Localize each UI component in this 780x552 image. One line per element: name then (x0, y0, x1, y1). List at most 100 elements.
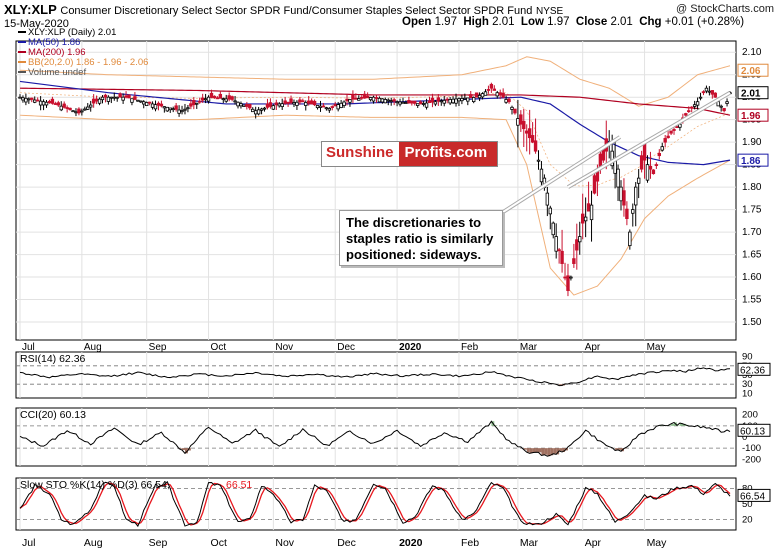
y-tick-label: 10 (742, 388, 753, 399)
sto-legend-k: Slow STO %K(14) %D(3) 66.54, (20, 479, 170, 491)
oversold-fill (187, 448, 191, 451)
note-pointer-inner (499, 136, 621, 215)
candle-body (466, 97, 470, 102)
candle-body (139, 100, 143, 103)
candle-body (342, 101, 346, 106)
candle-body (572, 258, 576, 264)
overbought-fill (679, 423, 683, 426)
candle-body (130, 98, 134, 103)
candle-body (21, 97, 25, 101)
candle-body (209, 92, 214, 98)
candle-body (533, 140, 538, 152)
candle-body (522, 120, 526, 130)
indicator-value-box (737, 488, 771, 502)
candle-body (501, 92, 505, 98)
candle-body (224, 98, 228, 102)
candle-body (418, 101, 423, 105)
candle-body (386, 99, 390, 102)
candle-body (536, 159, 541, 162)
candle-body (248, 104, 252, 109)
y-tick-label: 30 (742, 379, 753, 390)
description: Consumer Discretionary Select Sector SPD… (60, 5, 533, 17)
candle-body (156, 102, 161, 106)
candle-body (380, 98, 385, 103)
candle-body (692, 104, 697, 107)
oversold-fill (553, 448, 557, 454)
sunshine-profits-logo: Sunshine Profits.com (321, 141, 499, 167)
candle-body (174, 105, 178, 110)
candle-body (47, 100, 52, 104)
candle-body (430, 97, 435, 103)
title-line: XLY:XLP Consumer Discretionary Select Se… (4, 2, 563, 17)
x-tick-label-bottom: Dec (337, 537, 356, 549)
candle-body (35, 99, 40, 102)
x-tick-label-bottom: Feb (461, 537, 479, 549)
candle-body (560, 250, 564, 264)
candle-body (307, 100, 311, 104)
indicator-value: 62.36 (740, 365, 765, 376)
legend-entry: BB(20,2.0) 1.86 - 1.96 - 2.06 (28, 57, 148, 68)
candle-body (557, 249, 561, 252)
candle-body (309, 100, 314, 105)
candle-body (265, 103, 270, 108)
candle-body (586, 203, 591, 212)
candle-body (410, 100, 414, 104)
oversold-fill (559, 384, 563, 386)
x-tick-label: Mar (520, 342, 538, 353)
x-tick-label-bottom: Sep (149, 537, 168, 549)
candle-body (460, 98, 464, 102)
candle-body (301, 100, 305, 103)
cci-line (19, 420, 731, 457)
oversold-fill (182, 448, 185, 451)
x-tick-label-bottom: Nov (275, 537, 294, 549)
price-label: 1.96 (741, 111, 761, 122)
candle-body (115, 96, 119, 99)
candle-body (660, 146, 664, 151)
candle-body (427, 100, 432, 103)
candle-body (251, 108, 255, 113)
candle-body (569, 276, 573, 279)
candle-body (436, 97, 441, 102)
candle-body (124, 95, 128, 98)
candle-body (348, 99, 352, 103)
candle-body (298, 99, 302, 103)
candle-body (404, 102, 408, 104)
candle-body (289, 98, 293, 104)
candle-body (530, 135, 535, 143)
candle-body (666, 135, 670, 139)
candle-body (698, 96, 703, 99)
x-tick-label: Aug (84, 342, 102, 353)
candle-body (545, 192, 550, 206)
candle-body (636, 177, 641, 184)
y-tick-label: 0 (742, 432, 747, 443)
candle-body (710, 90, 715, 95)
candle-body (690, 106, 694, 109)
oversold-fill (556, 448, 560, 455)
candle-body (239, 103, 243, 107)
candle-body (424, 102, 429, 108)
candle-body (442, 99, 446, 104)
candle-body (672, 129, 676, 131)
x-tick-label: Apr (585, 342, 601, 353)
candle-body (439, 100, 443, 103)
price-label-box (737, 63, 769, 77)
y-tick-label: 200 (742, 410, 758, 421)
candle-body (253, 110, 258, 115)
candle-body (371, 96, 376, 102)
candle-body (33, 99, 37, 103)
indicator-value: 60.13 (740, 426, 765, 437)
candle-body (91, 98, 96, 104)
candle-body (519, 114, 523, 125)
candle-body (109, 96, 114, 99)
candle-body (315, 105, 320, 109)
candle-body (365, 95, 370, 99)
candle-body (153, 104, 158, 110)
y-tick-label: 1.75 (742, 205, 762, 216)
candle-body (398, 101, 402, 105)
cci-legend: CCI(20) 60.13 (20, 409, 86, 421)
candle-body (65, 107, 69, 109)
candle-body (619, 186, 623, 202)
candle-body (186, 107, 190, 110)
x-tick-label: 2020 (399, 342, 422, 353)
candle-body (312, 100, 317, 106)
